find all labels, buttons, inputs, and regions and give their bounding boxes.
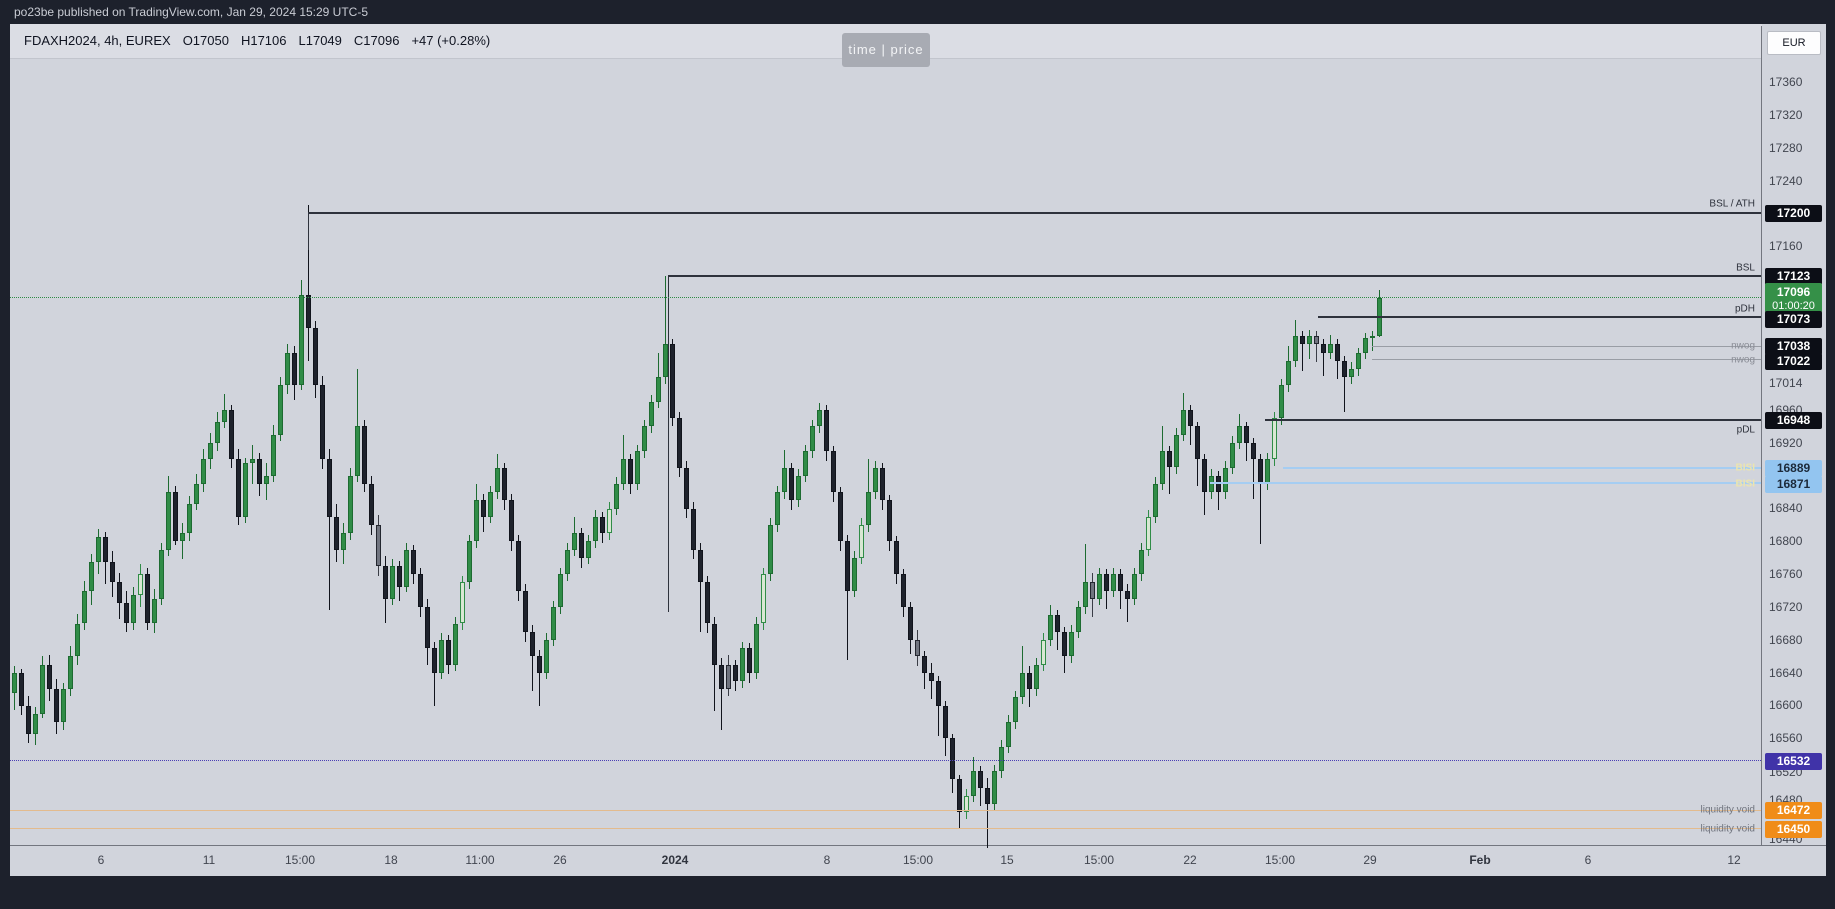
price-badge-17038: 17038 [1765,337,1822,355]
price-tick: 17014 [1769,376,1803,390]
time-axis-separator [10,845,1826,846]
price-badge-17123: 17123 [1765,267,1822,285]
price-tick: 16600 [1769,698,1803,712]
price-tick: 16560 [1769,731,1803,745]
symbol-title: FDAXH2024, 4h, EUREX [24,33,171,48]
time-tick-8: 8 [823,853,831,867]
price-badge-17073: 17073 [1765,310,1822,328]
price-tick: 17360 [1769,75,1803,89]
price-tick: 16840 [1769,501,1803,515]
chart-plot-area[interactable] [10,58,1761,845]
price-badge-16889: 16889 [1765,459,1822,477]
price-axis-separator [1761,26,1762,845]
ohlc-open: O17050 [182,33,229,48]
time-tick-26: 26 [553,853,567,867]
chart-card [10,24,1826,876]
price-badge-16948: 16948 [1765,411,1822,429]
footer-band: TradingView [0,876,1835,909]
time-tick-18: 18 [384,853,398,867]
bar-countdown: 01:00:20 [1772,300,1815,312]
price-badge-17096: 17096 01:00:20 [1765,283,1822,313]
price-tick: 16680 [1769,633,1803,647]
time-tick-12: 12 [1727,853,1741,867]
publish-info-text: po23be published on TradingView.com, Jan… [14,5,369,19]
time-tick-1500: 15:00 [284,853,316,867]
price-tick: 17320 [1769,108,1803,122]
time-tick-15: 15 [1000,853,1014,867]
price-badge-16472: 16472 [1765,801,1822,819]
price-tick: 16720 [1769,600,1803,614]
price-badge-17022: 17022 [1765,352,1822,370]
change-value: +47 (+0.28%) [411,33,491,48]
price-tick: 16640 [1769,666,1803,680]
time-tick-Feb: Feb [1469,853,1491,867]
time-axis[interactable]: 6 11 15:00 18 11:00 26 2024 8 15:00 15 15:00 22 15:0… [10,846,1826,876]
time-tick-29: 29 [1363,853,1377,867]
price-axis[interactable]: EUR 17360 17320 17280 17240 17160 17014 16960 1… [1762,24,1826,846]
time-tick-1500: 15:00 [1083,853,1115,867]
time-tick-1500: 15:00 [902,853,934,867]
price-badge-17200: 17200 [1765,204,1822,222]
ohlc-low: L17049 [298,33,342,48]
currency-badge: EUR [1767,31,1821,55]
time-tick-6: 6 [1584,853,1592,867]
publish-info-bar: po23be published on TradingView.com, Jan… [0,0,1835,24]
time-tick-6: 6 [97,853,105,867]
time-tick-11: 11 [202,853,216,867]
time-tick-1100: 11:00 [465,853,495,867]
price-badge-16871: 16871 [1765,475,1822,493]
price-badge-16450: 16450 [1765,820,1822,838]
ohlc-high: H17106 [240,33,287,48]
price-tick: 16760 [1769,567,1803,581]
time-price-tool-label[interactable]: time | price [842,33,930,67]
price-tick: 17240 [1769,174,1803,188]
price-tick: 17160 [1769,239,1803,253]
price-tick: 16800 [1769,534,1803,548]
price-tick: 17280 [1769,141,1803,155]
time-tick-2024: 2024 [661,853,689,867]
time-tick-1500: 15:00 [1264,853,1296,867]
time-tick-22: 22 [1183,853,1197,867]
price-badge-16532: 16532 [1765,752,1822,770]
price-tick: 16920 [1769,436,1803,450]
ohlc-close: C17096 [353,33,400,48]
